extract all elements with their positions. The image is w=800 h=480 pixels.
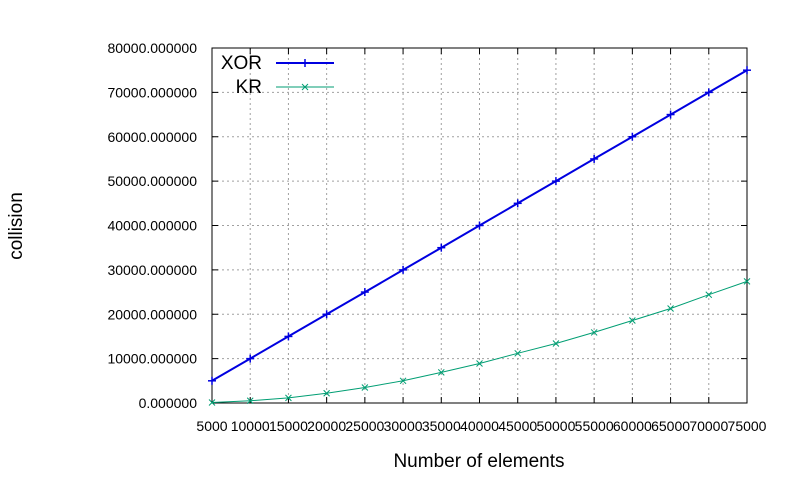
y-tick-label: 20000.000000 <box>107 306 197 322</box>
y-tick-label: 10000.000000 <box>107 351 197 367</box>
data-point-kr <box>514 349 522 357</box>
data-point-xor <box>284 332 293 341</box>
legend-marker-kr <box>301 83 309 91</box>
x-axis-ticks: 5000 10000 15000 20000 25000 30000 35000 40000 4… <box>196 48 767 434</box>
y-tick-label: 70000.000000 <box>107 84 197 100</box>
x-tick-label: 70000 <box>689 418 728 434</box>
legend: XOR KR <box>221 53 334 98</box>
x-tick-label: 55000 <box>575 418 614 434</box>
data-point-kr <box>323 389 330 397</box>
data-point-xor <box>437 243 446 252</box>
data-point-xor <box>246 354 255 363</box>
data-point-kr <box>285 394 292 402</box>
y-axis-title: collision <box>6 192 27 260</box>
y-tick-label: 30000.000000 <box>107 262 197 278</box>
data-point-xor <box>208 376 216 385</box>
legend-label-kr: KR <box>236 77 262 98</box>
data-point-xor <box>704 88 713 97</box>
x-axis-title: Number of elements <box>393 451 564 472</box>
y-tick-label: 80000.000000 <box>107 40 197 56</box>
data-point-xor <box>666 110 675 119</box>
data-point-kr <box>476 360 483 367</box>
x-tick-label: 30000 <box>384 418 423 434</box>
series <box>208 66 751 406</box>
data-point-kr <box>629 317 636 324</box>
data-point-xor <box>360 288 369 297</box>
data-point-xor <box>475 221 484 230</box>
data-point-xor <box>551 177 560 186</box>
data-point-kr <box>705 291 713 299</box>
legend-marker-xor <box>301 59 309 67</box>
y-tick-label: 0.000000 <box>139 395 198 411</box>
data-point-kr <box>361 384 369 391</box>
data-point-xor <box>322 310 331 319</box>
data-point-kr <box>590 329 598 336</box>
x-tick-label: 65000 <box>651 418 690 434</box>
data-point-kr <box>743 278 751 285</box>
y-tick-label: 40000.000000 <box>107 218 197 234</box>
x-tick-label: 5000 <box>196 418 227 434</box>
x-tick-label: 60000 <box>613 418 652 434</box>
data-point-xor <box>590 154 599 163</box>
data-point-kr <box>552 340 560 347</box>
data-point-kr <box>399 377 407 385</box>
data-point-xor <box>628 132 637 141</box>
x-tick-label: 75000 <box>728 418 767 434</box>
data-point-kr <box>667 305 674 312</box>
x-tick-label: 25000 <box>345 418 384 434</box>
x-tick-label: 15000 <box>269 418 308 434</box>
x-tick-label: 45000 <box>498 418 537 434</box>
y-tick-label: 50000.000000 <box>107 173 197 189</box>
data-point-xor <box>743 66 751 75</box>
data-point-kr <box>246 397 254 405</box>
x-tick-label: 20000 <box>307 418 346 434</box>
data-point-kr <box>208 399 216 406</box>
x-tick-label: 50000 <box>536 418 575 434</box>
data-point-xor <box>513 199 522 208</box>
data-point-kr <box>437 369 445 376</box>
y-axis-ticks: 0.000000 10000.000000 20000.000000 30000.00… <box>107 40 747 411</box>
x-tick-label: 35000 <box>422 418 461 434</box>
x-tick-label: 40000 <box>460 418 499 434</box>
x-tick-label: 10000 <box>231 418 270 434</box>
legend-label-xor: XOR <box>221 53 262 74</box>
data-point-xor <box>399 265 408 274</box>
y-tick-label: 60000.000000 <box>107 129 197 145</box>
